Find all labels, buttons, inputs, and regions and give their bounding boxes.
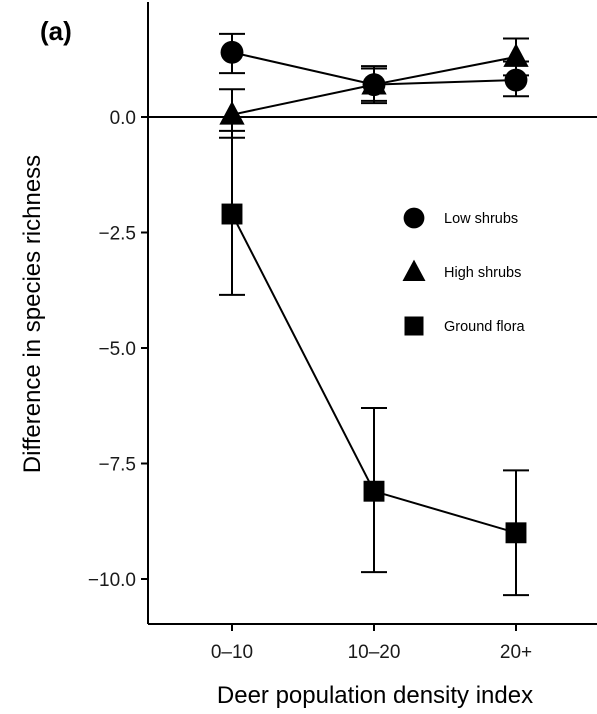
legend: Low shrubs High shrubs Ground flora bbox=[402, 207, 526, 336]
legend-item-low-shrubs: Low shrubs bbox=[403, 207, 518, 229]
plot-area bbox=[219, 32, 529, 597]
y-tick-label: −7.5 bbox=[98, 455, 136, 476]
y-tick-label: −2.5 bbox=[98, 224, 136, 245]
x-tick-label: 20+ bbox=[500, 642, 532, 663]
y-tick-label: −5.0 bbox=[98, 339, 136, 360]
x-axis-title: Deer population density index bbox=[217, 682, 533, 709]
legend-marker-ground-flora bbox=[404, 316, 424, 336]
legend-item-high-shrubs: High shrubs bbox=[402, 259, 521, 281]
y-tick-label: −10.0 bbox=[88, 570, 136, 591]
point-high-shrubs bbox=[219, 101, 245, 125]
series-points bbox=[219, 40, 529, 544]
point-high-shrubs bbox=[361, 71, 387, 95]
y-tick-label: 0.0 bbox=[110, 108, 136, 129]
y-axis-ticks: 0.0 −2.5 −5.0 −7.5 −10.0 bbox=[88, 108, 148, 591]
point-ground-flora bbox=[363, 480, 385, 502]
x-tick-label: 10–20 bbox=[348, 642, 401, 663]
point-low-shrubs bbox=[504, 68, 528, 92]
point-ground-flora bbox=[221, 203, 243, 225]
legend-marker-low-shrubs bbox=[403, 207, 425, 229]
legend-item-ground-flora: Ground flora bbox=[404, 316, 526, 336]
legend-label: High shrubs bbox=[444, 265, 521, 281]
legend-label: Ground flora bbox=[444, 319, 526, 335]
legend-label: Low shrubs bbox=[444, 211, 518, 227]
y-axis-title: Difference in species richness bbox=[19, 155, 46, 473]
axes bbox=[147, 2, 597, 625]
x-axis-ticks: 0–10 10–20 20+ bbox=[211, 624, 532, 663]
point-ground-flora bbox=[505, 522, 527, 544]
x-tick-label: 0–10 bbox=[211, 642, 253, 663]
legend-marker-high-shrubs bbox=[402, 259, 426, 281]
point-low-shrubs bbox=[220, 40, 244, 64]
panel-label: (a) bbox=[40, 16, 72, 46]
point-high-shrubs bbox=[503, 43, 529, 67]
